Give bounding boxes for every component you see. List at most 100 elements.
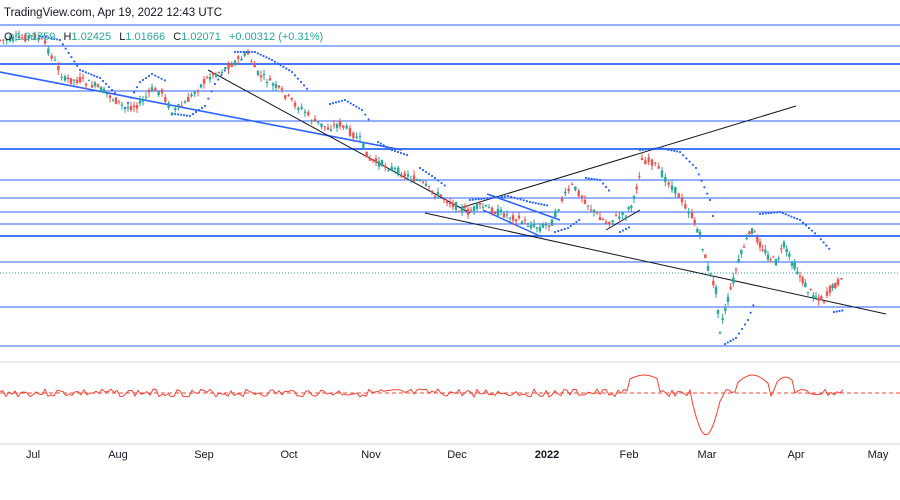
sar-dot — [220, 73, 223, 77]
sar-dot — [590, 177, 593, 180]
candle-body — [183, 101, 187, 104]
sar-dot — [770, 211, 773, 214]
sar-dot — [711, 214, 715, 218]
sar-dot — [678, 150, 682, 154]
candle-body — [680, 197, 684, 203]
sar-dot — [522, 199, 525, 202]
candle-body — [439, 194, 443, 197]
sar-dot — [767, 212, 770, 215]
candle-body — [75, 79, 79, 83]
candle-body — [329, 129, 333, 131]
candle-body — [580, 195, 584, 198]
trendline-blue-upper — [0, 71, 403, 151]
candle-body — [160, 89, 164, 94]
candle-body — [761, 249, 764, 251]
candle-body — [345, 126, 348, 129]
candle-body — [604, 221, 608, 224]
candle-body — [332, 124, 336, 126]
candle-body — [310, 120, 313, 122]
sar-dot — [653, 147, 656, 150]
sar-dot — [81, 70, 84, 73]
candle-body — [290, 97, 293, 100]
candle-body — [93, 82, 97, 86]
candle-body — [227, 65, 230, 70]
candle-body — [577, 190, 580, 197]
sar-dot — [331, 102, 335, 105]
sar-dot — [430, 174, 434, 178]
candle-body — [170, 112, 174, 116]
candle-body — [806, 291, 810, 293]
candle-body — [834, 283, 837, 288]
candle-body — [608, 221, 611, 225]
sar-dot — [497, 195, 501, 199]
candle-body — [377, 161, 381, 167]
sar-dot — [531, 201, 534, 204]
candle-body — [598, 217, 602, 221]
candle-body — [87, 79, 91, 81]
sar-dot — [598, 178, 602, 182]
sar-dot — [245, 50, 248, 54]
candle-body — [595, 212, 599, 214]
sar-dot — [676, 150, 679, 153]
sar-dot — [132, 91, 136, 94]
sar-dot — [182, 114, 186, 117]
candle-body — [374, 158, 378, 163]
sar-dot — [500, 195, 504, 198]
candle-body — [589, 209, 593, 211]
sar-dot — [752, 304, 755, 307]
candle-body — [650, 159, 654, 166]
sar-dot — [265, 56, 268, 59]
candle-body — [445, 201, 449, 203]
candle-body — [2, 39, 5, 41]
sar-dot — [641, 148, 644, 151]
candle-body — [502, 213, 506, 218]
sar-dot — [197, 108, 201, 112]
candle-body — [246, 51, 250, 55]
candle-body — [33, 33, 37, 40]
sar-dot — [519, 198, 522, 201]
sar-dot — [790, 215, 793, 218]
sar-dot — [525, 200, 528, 203]
sar-dot — [584, 176, 588, 180]
candle-body — [320, 123, 323, 127]
candle-body — [624, 216, 628, 218]
candle-body — [265, 82, 269, 84]
candle-body — [520, 221, 524, 224]
ohlc-legend: O 1.01759 H1.02425 L1.01666 C1.02071 +0.… — [4, 31, 323, 43]
candle-body — [772, 256, 775, 258]
candle-body — [601, 218, 605, 220]
sar-dot — [841, 309, 844, 312]
candle-body — [716, 309, 720, 314]
sar-dot — [233, 50, 237, 54]
candle-body — [421, 181, 425, 183]
trendline-feb — [605, 209, 641, 231]
candle-body — [365, 151, 368, 158]
candle-body — [508, 217, 512, 219]
candle-body — [505, 214, 509, 216]
candle-body — [698, 232, 702, 236]
candle-body — [418, 180, 422, 182]
candle-body — [224, 67, 227, 69]
candle-body — [644, 160, 647, 165]
sar-dot — [107, 85, 111, 89]
trendline-descending-1 — [207, 69, 471, 214]
sar-dot — [764, 212, 767, 215]
candle-body — [801, 277, 804, 284]
candle-body — [709, 272, 712, 274]
candle-body — [831, 284, 834, 289]
sar-dot — [396, 150, 400, 154]
sar-dot — [141, 78, 145, 82]
sar-dot — [273, 60, 276, 63]
candle-body — [690, 212, 694, 218]
sar-dot — [93, 74, 96, 77]
candle-body — [256, 70, 260, 75]
sar-dot — [113, 91, 117, 95]
candle-body — [714, 286, 718, 294]
candle-body — [693, 219, 696, 224]
sar-dot — [793, 216, 796, 219]
candle-body — [766, 254, 770, 260]
sar-dot — [123, 106, 127, 110]
candle-body — [138, 100, 142, 104]
sar-dot — [185, 114, 189, 117]
